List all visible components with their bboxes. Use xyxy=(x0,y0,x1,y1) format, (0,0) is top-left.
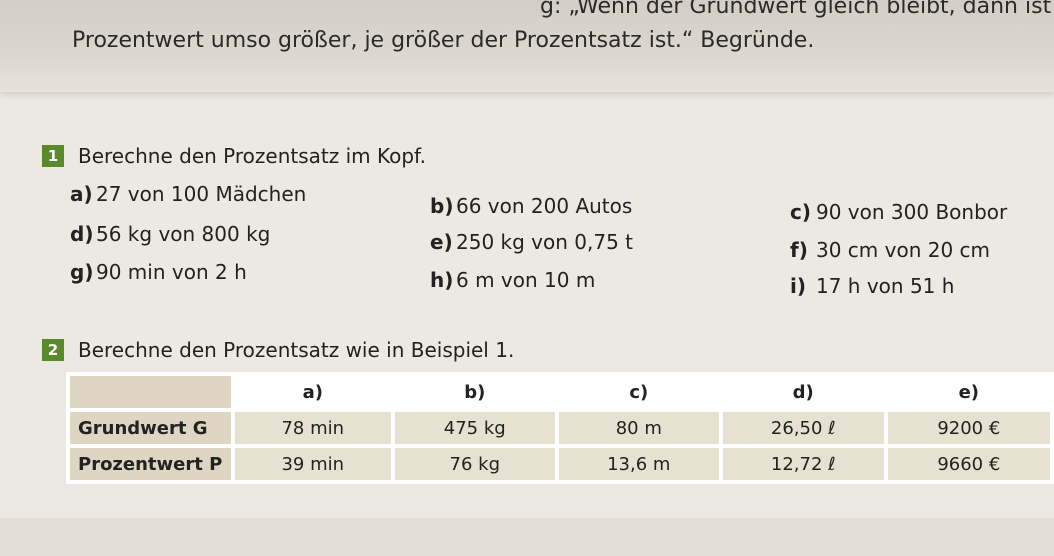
table-header-cell: c) xyxy=(558,376,719,408)
item-label: b) xyxy=(430,194,454,218)
table-cell: 9200 € xyxy=(887,412,1050,444)
item-label: h) xyxy=(430,268,454,292)
item-text: 66 von 200 Autos xyxy=(456,194,633,218)
table-cell: 12,72 ℓ xyxy=(722,448,884,480)
task-1-title: Berechne den Prozentsatz im Kopf. xyxy=(78,144,426,168)
table-cell: 39 min xyxy=(234,448,391,480)
item-text: 27 von 100 Mädchen xyxy=(96,182,307,206)
task-1-item-g: g) 90 min von 2 h xyxy=(70,260,247,284)
item-text: 90 von 300 Bonbor xyxy=(816,200,1008,224)
table-header-cell: e) xyxy=(887,376,1050,408)
task-2-title: Berechne den Prozentsatz wie in Beispiel… xyxy=(78,338,515,362)
table-cell: 475 kg xyxy=(394,412,555,444)
row-label: Prozentwert P xyxy=(70,448,231,480)
intro-line-2: Prozentwert umso größer, je größer der P… xyxy=(72,28,815,53)
page-bottom-strip xyxy=(0,518,1054,556)
item-text: 6 m von 10 m xyxy=(456,268,596,292)
task-1-item-i: i) 17 h von 51 h xyxy=(790,274,954,298)
percent-table: a) b) c) d) e) Grundwert G 78 min 475 kg… xyxy=(66,372,1054,484)
item-label: e) xyxy=(430,230,453,254)
item-label: d) xyxy=(70,222,94,246)
table-header-cell: a) xyxy=(234,376,391,408)
table-cell: 26,50 ℓ xyxy=(722,412,884,444)
intro-banner: g: „Wenn der Grundwert gleich bleibt, da… xyxy=(0,0,1054,92)
task-1-item-b: b) 66 von 200 Autos xyxy=(430,194,632,218)
task-number-badge: 1 xyxy=(42,145,64,167)
table-cell: 76 kg xyxy=(394,448,555,480)
table-row: Grundwert G 78 min 475 kg 80 m 26,50 ℓ 9… xyxy=(70,412,1050,444)
item-label: a) xyxy=(70,182,93,206)
table-header-row: a) b) c) d) e) xyxy=(70,376,1050,408)
row-label: Grundwert G xyxy=(70,412,231,444)
item-label: i) xyxy=(790,274,806,298)
task-1-heading: 1 Berechne den Prozentsatz im Kopf. xyxy=(42,144,426,168)
table-cell: 13,6 m xyxy=(558,448,719,480)
item-label: g) xyxy=(70,260,94,284)
intro-line-1: g: „Wenn der Grundwert gleich bleibt, da… xyxy=(540,0,1054,19)
task-number-badge: 2 xyxy=(42,339,64,361)
item-text: 90 min von 2 h xyxy=(96,260,247,284)
table-cell: 78 min xyxy=(234,412,391,444)
item-text: 17 h von 51 h xyxy=(816,274,955,298)
task-2-heading: 2 Berechne den Prozentsatz wie in Beispi… xyxy=(42,338,514,362)
task-1-item-a: a) 27 von 100 Mädchen xyxy=(70,182,306,206)
table-header-cell: d) xyxy=(722,376,884,408)
task-1-item-c: c) 90 von 300 Bonbor xyxy=(790,200,1007,224)
table-cell: 9660 € xyxy=(887,448,1050,480)
item-label: c) xyxy=(790,200,811,224)
item-text: 56 kg von 800 kg xyxy=(96,222,271,246)
task-1-item-e: e) 250 kg von 0,75 t xyxy=(430,230,633,254)
task-1-item-f: f) 30 cm von 20 cm xyxy=(790,238,990,262)
item-text: 30 cm von 20 cm xyxy=(816,238,991,262)
table-corner-cell xyxy=(70,376,231,408)
task-1-item-d: d) 56 kg von 800 kg xyxy=(70,222,270,246)
item-text: 250 kg von 0,75 t xyxy=(456,230,634,254)
item-label: f) xyxy=(790,238,808,262)
task-1-item-h: h) 6 m von 10 m xyxy=(430,268,595,292)
table-cell: 80 m xyxy=(558,412,719,444)
table-row: Prozentwert P 39 min 76 kg 13,6 m 12,72 … xyxy=(70,448,1050,480)
table-header-cell: b) xyxy=(394,376,555,408)
